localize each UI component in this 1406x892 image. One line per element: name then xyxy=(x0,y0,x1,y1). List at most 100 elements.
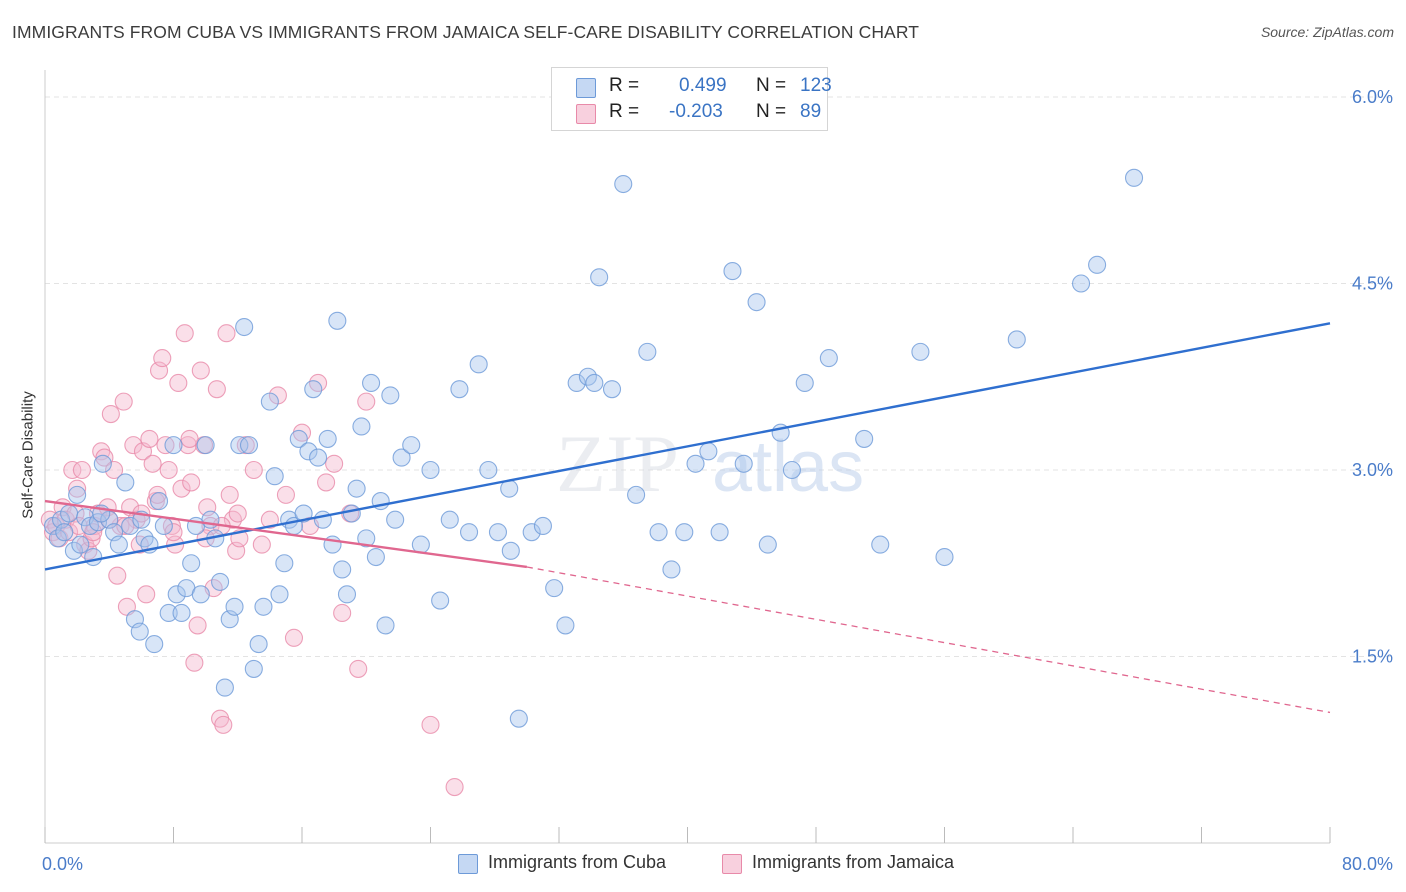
cuba-point xyxy=(109,535,128,554)
cuba-point xyxy=(342,504,361,523)
cuba-point xyxy=(585,373,604,393)
cuba-point xyxy=(249,635,268,654)
jamaica-point xyxy=(153,349,172,368)
cuba-point xyxy=(488,523,508,542)
cuba-point xyxy=(154,516,173,536)
cuba-point xyxy=(172,603,191,623)
cuba-point xyxy=(71,535,90,554)
jamaica-point xyxy=(124,436,143,455)
cuba-point xyxy=(747,293,766,312)
cuba-point xyxy=(782,460,801,480)
jamaica-point xyxy=(421,715,440,734)
cuba-point xyxy=(60,504,79,523)
bottom-legend-swatch-jamaica xyxy=(722,854,742,874)
jamaica-point xyxy=(214,715,233,734)
jamaica-point xyxy=(148,485,167,504)
jamaica-point xyxy=(276,485,295,504)
cuba-point xyxy=(855,429,874,448)
bottom-legend-swatch-cuba xyxy=(458,854,478,874)
cuba-point xyxy=(911,342,930,361)
cuba-point xyxy=(254,597,273,616)
cuba-point xyxy=(627,485,646,504)
grid-lines xyxy=(45,96,1393,657)
jamaica-point xyxy=(188,616,207,635)
cuba-point xyxy=(699,442,718,461)
cuba-point xyxy=(328,311,347,330)
cuba-point xyxy=(68,485,87,504)
jamaica-point xyxy=(68,479,87,498)
x-tick-label-max: 80.0% xyxy=(1342,854,1393,874)
cuba-point xyxy=(386,510,405,529)
legend-r-value-cuba: 0.499 xyxy=(679,75,727,96)
cuba-point xyxy=(871,535,890,554)
jamaica-point xyxy=(130,535,149,554)
jamaica-point xyxy=(159,460,178,480)
cuba-point xyxy=(244,659,263,678)
jamaica-point xyxy=(309,373,328,393)
cuba-point xyxy=(145,635,164,654)
jamaica-point xyxy=(169,373,188,393)
cuba-point xyxy=(235,317,254,337)
cuba-point xyxy=(459,523,479,542)
jamaica-point xyxy=(116,516,135,536)
cuba-point xyxy=(710,523,729,542)
jamaica-point xyxy=(178,436,198,455)
cuba-point xyxy=(337,585,357,604)
cuba-point xyxy=(366,547,385,567)
y-axis-label: Self-Care Disability xyxy=(19,391,37,519)
cuba-point xyxy=(1124,168,1144,187)
jamaica-point xyxy=(72,460,91,480)
jamaica-point xyxy=(445,777,464,797)
cuba-point xyxy=(935,547,954,567)
jamaica-point xyxy=(325,454,344,473)
cuba-point xyxy=(675,523,694,542)
cuba-point xyxy=(590,268,609,287)
jamaica-trend-line xyxy=(44,499,528,569)
cuba-point xyxy=(662,560,681,579)
jamaica-point xyxy=(317,473,336,492)
x-tick-label-min: 0.0% xyxy=(42,854,83,874)
cuba-point xyxy=(734,454,753,473)
cuba-point xyxy=(795,373,814,393)
watermark-zip: ZIP xyxy=(556,418,679,509)
jamaica-point xyxy=(164,523,183,542)
cuba-point xyxy=(299,442,318,461)
jamaica-point xyxy=(95,448,114,467)
jamaica-point xyxy=(143,454,162,473)
cuba-point xyxy=(130,622,149,641)
jamaica-point xyxy=(108,566,127,585)
y-tick-label: 3.0% xyxy=(1352,460,1393,480)
cuba-point xyxy=(556,616,575,635)
series-jamaica-points xyxy=(40,324,464,797)
cuba-point xyxy=(347,479,366,498)
cuba-point xyxy=(758,535,777,554)
cuba-point xyxy=(522,523,541,542)
legend-n-value-jamaica: 89 xyxy=(800,101,822,122)
axes xyxy=(44,70,1331,844)
cuba-point xyxy=(121,516,140,536)
jamaica-point xyxy=(185,653,204,672)
cuba-trend-line xyxy=(44,322,1331,571)
cuba-point xyxy=(116,473,135,492)
jamaica-point xyxy=(284,628,304,647)
jamaica-point xyxy=(349,659,368,678)
legend-n-value-cuba: 123 xyxy=(800,75,832,96)
jamaica-point xyxy=(220,485,239,504)
jamaica-point xyxy=(182,473,201,492)
legend-swatch-cuba xyxy=(576,78,596,98)
cuba-point xyxy=(304,380,323,399)
jamaica-point xyxy=(175,324,194,343)
cuba-point xyxy=(275,554,294,573)
cuba-point xyxy=(1007,330,1026,349)
legend-r-value-jamaica: -0.203 xyxy=(669,101,723,122)
cuba-point xyxy=(649,523,668,542)
jamaica-point xyxy=(180,429,199,448)
legend-n-label: N = xyxy=(756,101,787,122)
cuba-point xyxy=(440,510,459,529)
cuba-point xyxy=(265,467,284,486)
y-tick-label: 4.5% xyxy=(1352,274,1393,294)
cuba-point xyxy=(182,554,201,573)
cuba-point xyxy=(333,560,352,579)
jamaica-trend-extension xyxy=(526,566,1331,714)
cuba-point xyxy=(149,492,169,511)
